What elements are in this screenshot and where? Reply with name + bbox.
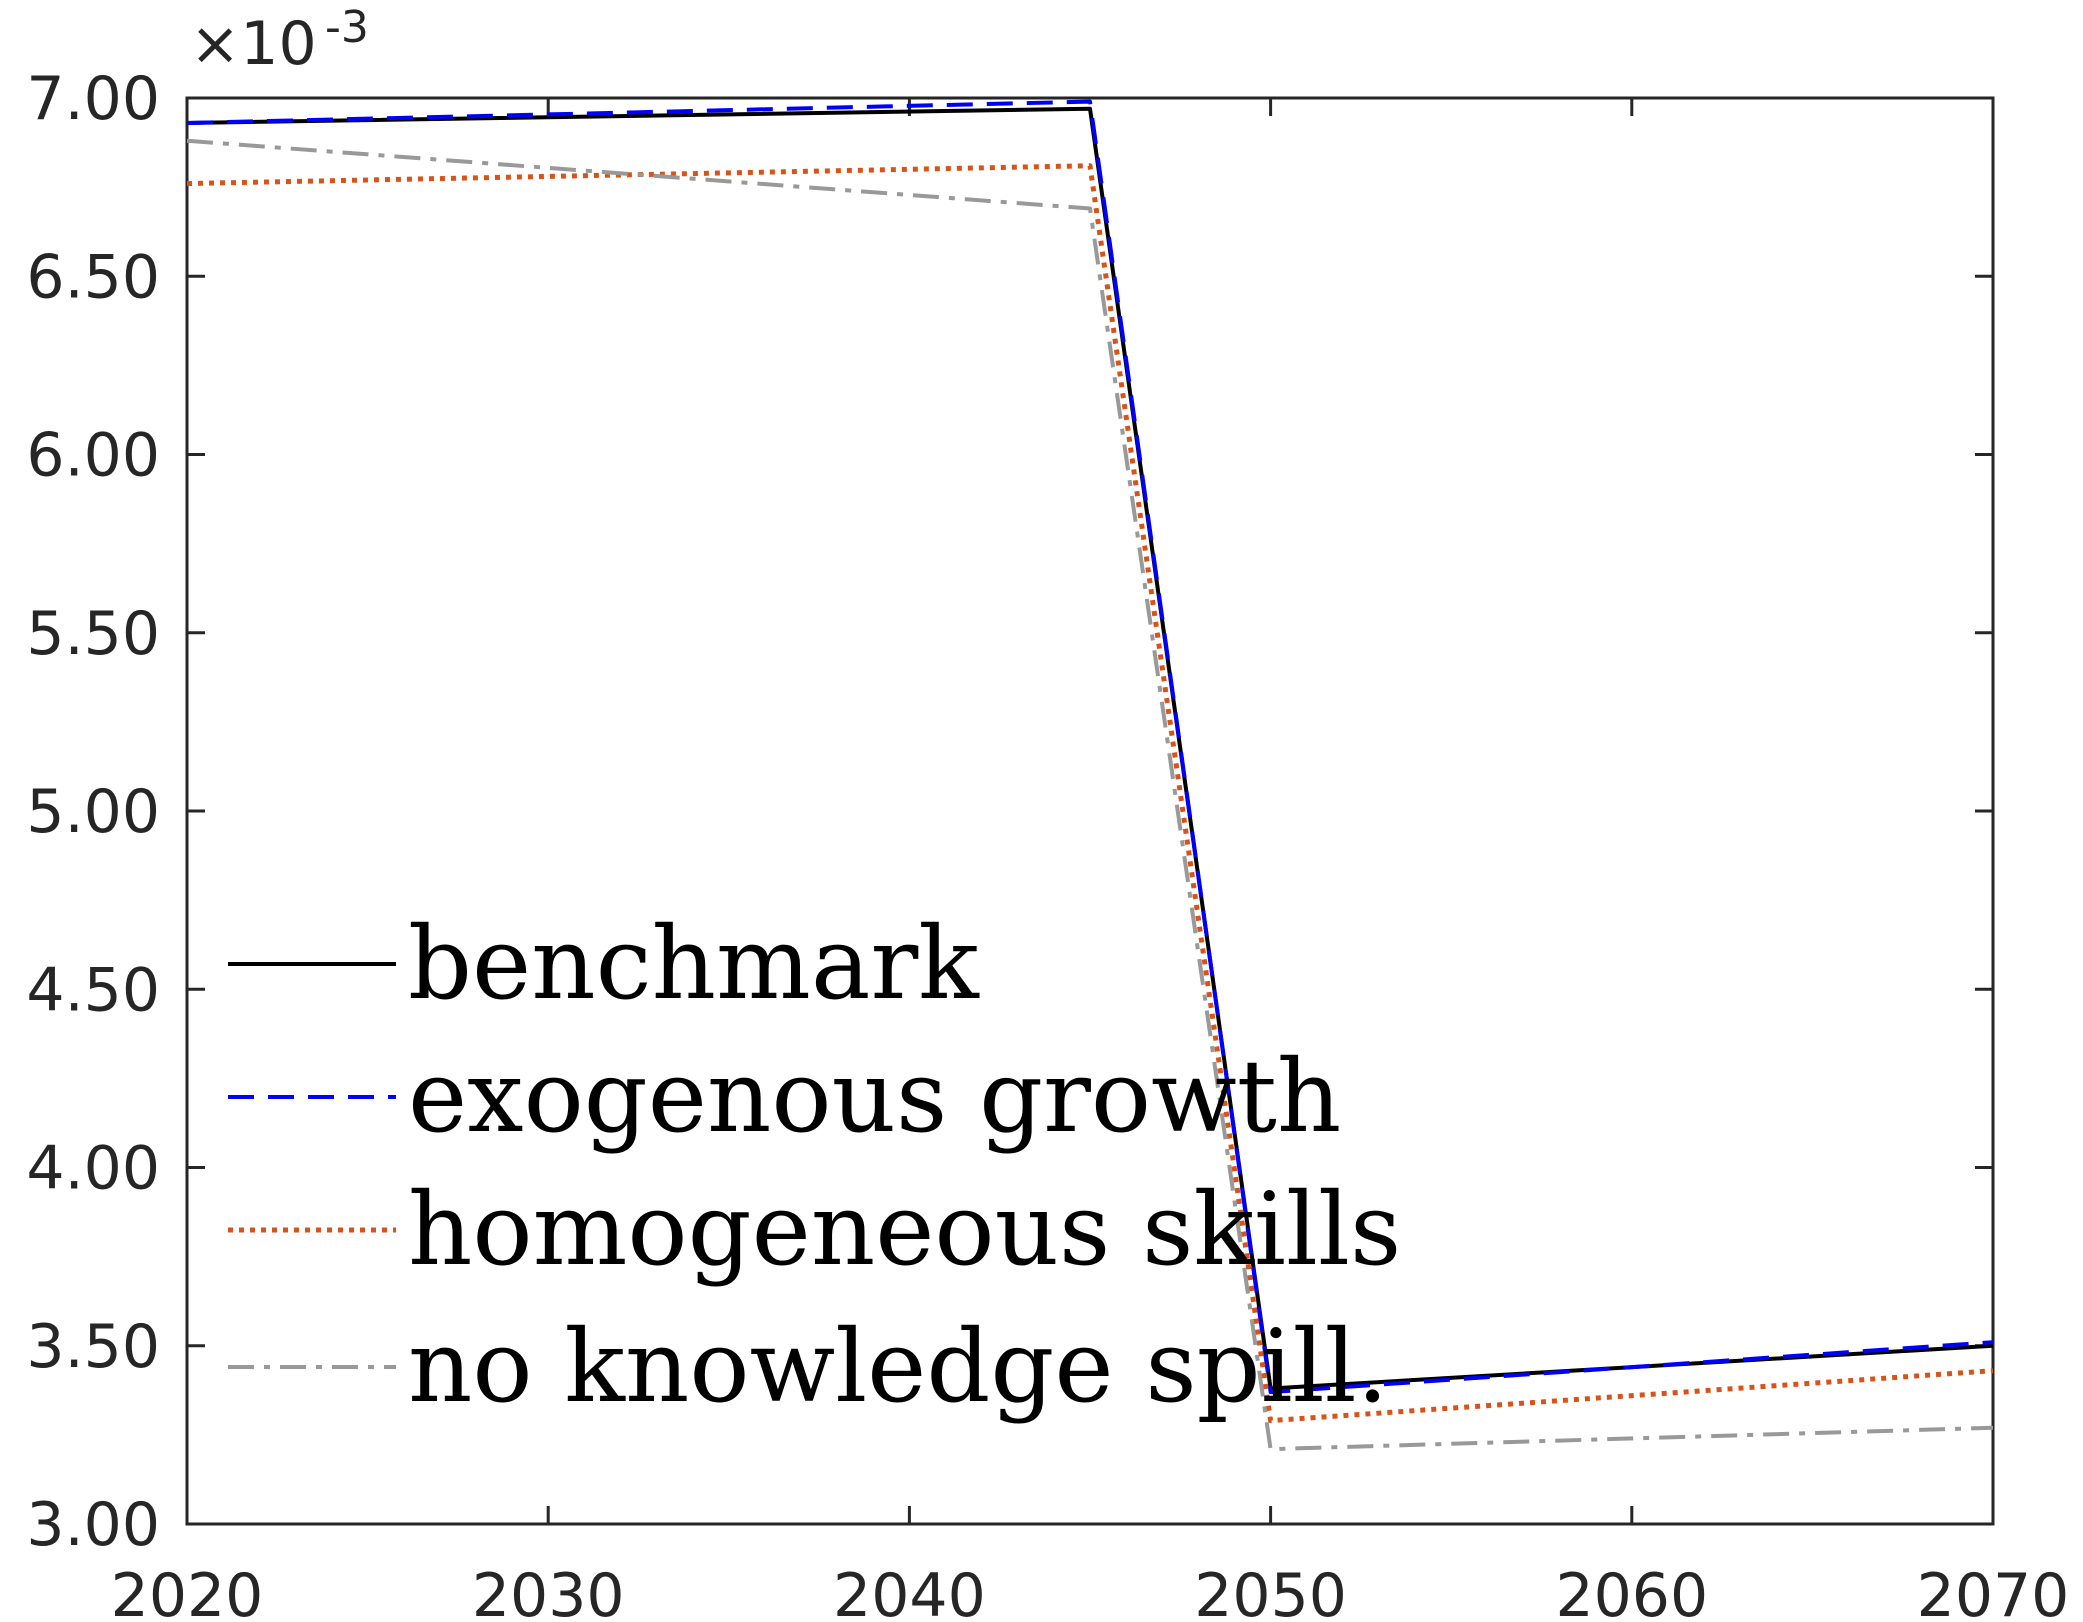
y-tick-label: 6.00 [26,421,160,491]
legend-label-3: homogeneous skills [408,1171,1401,1288]
series-line-2 [186,99,1994,1395]
series-lines [186,99,1994,1452]
axes: 2020 2030 2040 2050 2060 2070 3.00 3.50 4.00 4.50… [26,64,2069,1622]
y-tick-label: 7.00 [26,64,160,134]
y-tick-label: 3.50 [26,1312,160,1382]
x-tick-label: 2030 [472,1561,625,1622]
legend: benchmark exogenous growth homogeneous ski… [228,905,1401,1425]
y-tick-label: 4.50 [26,955,160,1025]
y-axis-exponent-power: -3 [325,2,369,53]
series-line-4 [186,138,1994,1452]
y-tick-label: 3.00 [26,1490,160,1560]
x-tick-label: 2050 [1194,1561,1347,1622]
y-tick-label: 6.50 [26,242,160,312]
legend-label-2: exogenous growth [408,1038,1341,1155]
x-tick-label: 2040 [833,1561,986,1622]
x-tick-label: 2020 [111,1561,264,1622]
x-tick-label: 2070 [1917,1561,2070,1622]
legend-label-1: benchmark [408,905,980,1022]
y-tick-label: 5.50 [26,599,160,669]
legend-label-4: no knowledge spill. [408,1308,1388,1425]
y-tick-label: 5.00 [26,777,160,847]
x-tick-label: 2060 [1555,1561,1708,1622]
y-axis-exponent: ×10 -3 [190,2,369,79]
y-axis-exponent-base: ×10 [190,9,317,79]
y-tick-label: 4.00 [26,1134,160,1204]
